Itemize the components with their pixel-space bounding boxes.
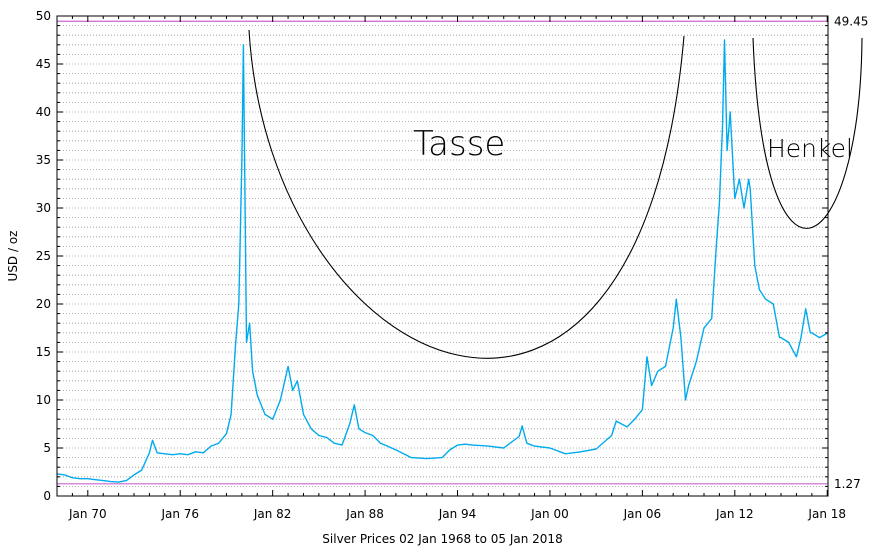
y-tick-label: 15 bbox=[36, 345, 51, 359]
y-tick-label: 35 bbox=[36, 153, 51, 167]
reference-lines: 49.45 1.27 bbox=[57, 14, 868, 491]
x-tick-label: Jan 18 bbox=[807, 507, 846, 521]
y-tick-label: 25 bbox=[36, 249, 51, 263]
y-tick-label: 40 bbox=[36, 105, 51, 119]
y-tick-label: 10 bbox=[36, 393, 51, 407]
y-tick-label: 30 bbox=[36, 201, 51, 215]
annotation-layer: Tasse Henkel bbox=[248, 29, 863, 359]
axes: 0 5 10 15 20 25 30 35 40 45 50 Jan 70 Jan 76 Jan 82 Ja… bbox=[36, 9, 846, 521]
x-tick-label: Jan 94 bbox=[438, 507, 477, 521]
cup-curve bbox=[248, 29, 685, 359]
x-tick-label: Jan 70 bbox=[68, 507, 107, 521]
reference-line-label: 1.27 bbox=[834, 477, 861, 491]
x-tick-label: Jan 82 bbox=[253, 507, 292, 521]
series-line bbox=[56, 39, 829, 483]
handle-label: Henkel bbox=[767, 134, 853, 163]
y-tick-label: 20 bbox=[36, 297, 51, 311]
reference-line-label: 49.45 bbox=[834, 14, 868, 28]
x-tick-label: Jan 12 bbox=[715, 507, 754, 521]
grid bbox=[57, 25, 828, 487]
y-tick-label: 50 bbox=[36, 9, 51, 23]
cup-label: Tasse bbox=[413, 124, 505, 164]
chart-title: Silver Prices 02 Jan 1968 to 05 Jan 2018 bbox=[322, 532, 562, 546]
handle-curve bbox=[752, 37, 863, 229]
y-tick-label: 5 bbox=[43, 441, 51, 455]
x-tick-label: Jan 06 bbox=[623, 507, 662, 521]
x-tick-label: Jan 88 bbox=[345, 507, 384, 521]
series-layer bbox=[56, 39, 829, 483]
x-tick-label: Jan 76 bbox=[160, 507, 199, 521]
y-tick-label: 45 bbox=[36, 57, 51, 71]
x-tick-label: Jan 00 bbox=[530, 507, 569, 521]
y-axis-label: USD / oz bbox=[6, 231, 20, 282]
y-tick-label: 0 bbox=[43, 489, 51, 503]
